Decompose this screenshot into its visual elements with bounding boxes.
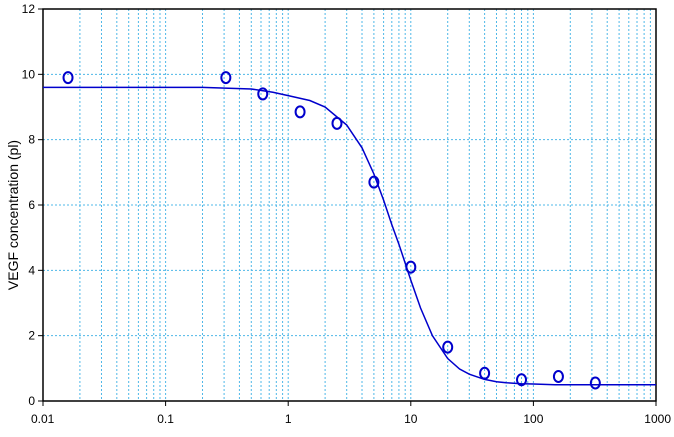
data-series [43, 71, 656, 390]
y-tick-label: 8 [28, 133, 35, 147]
y-tick-label: 10 [22, 67, 36, 81]
x-tick-labels: 0.01 0.1 1 10 100 1000 [31, 412, 671, 426]
x-tick-label: 100 [523, 412, 543, 426]
data-point [589, 376, 601, 390]
y-tick-label: 0 [28, 394, 35, 408]
x-tick-label: 10 [404, 412, 418, 426]
data-point [516, 373, 528, 387]
data-point [257, 87, 269, 101]
y-tick-label: 2 [28, 329, 35, 343]
y-tick-label: 12 [22, 2, 36, 16]
data-point [405, 260, 417, 274]
y-tick-labels: 0 2 4 6 8 10 12 [22, 2, 36, 408]
data-point [294, 105, 306, 119]
y-tick-label: 6 [28, 198, 35, 212]
y-axis-label: VEGF concentration (pl) [5, 140, 21, 290]
data-point [442, 340, 454, 354]
x-tick-label: 0.1 [157, 412, 174, 426]
x-tick-label: 0.01 [31, 412, 55, 426]
x-tick-label: 1 [285, 412, 292, 426]
x-tick-label: 1000 [644, 412, 671, 426]
data-point [62, 71, 74, 85]
data-point [479, 366, 491, 380]
data-point [552, 370, 564, 383]
data-point [368, 175, 380, 189]
fit-curve [43, 86, 656, 386]
y-tick-label: 4 [28, 263, 35, 277]
grid-lines [42, 8, 656, 402]
axes [38, 8, 657, 406]
data-point [220, 71, 232, 85]
data-point [331, 116, 343, 130]
